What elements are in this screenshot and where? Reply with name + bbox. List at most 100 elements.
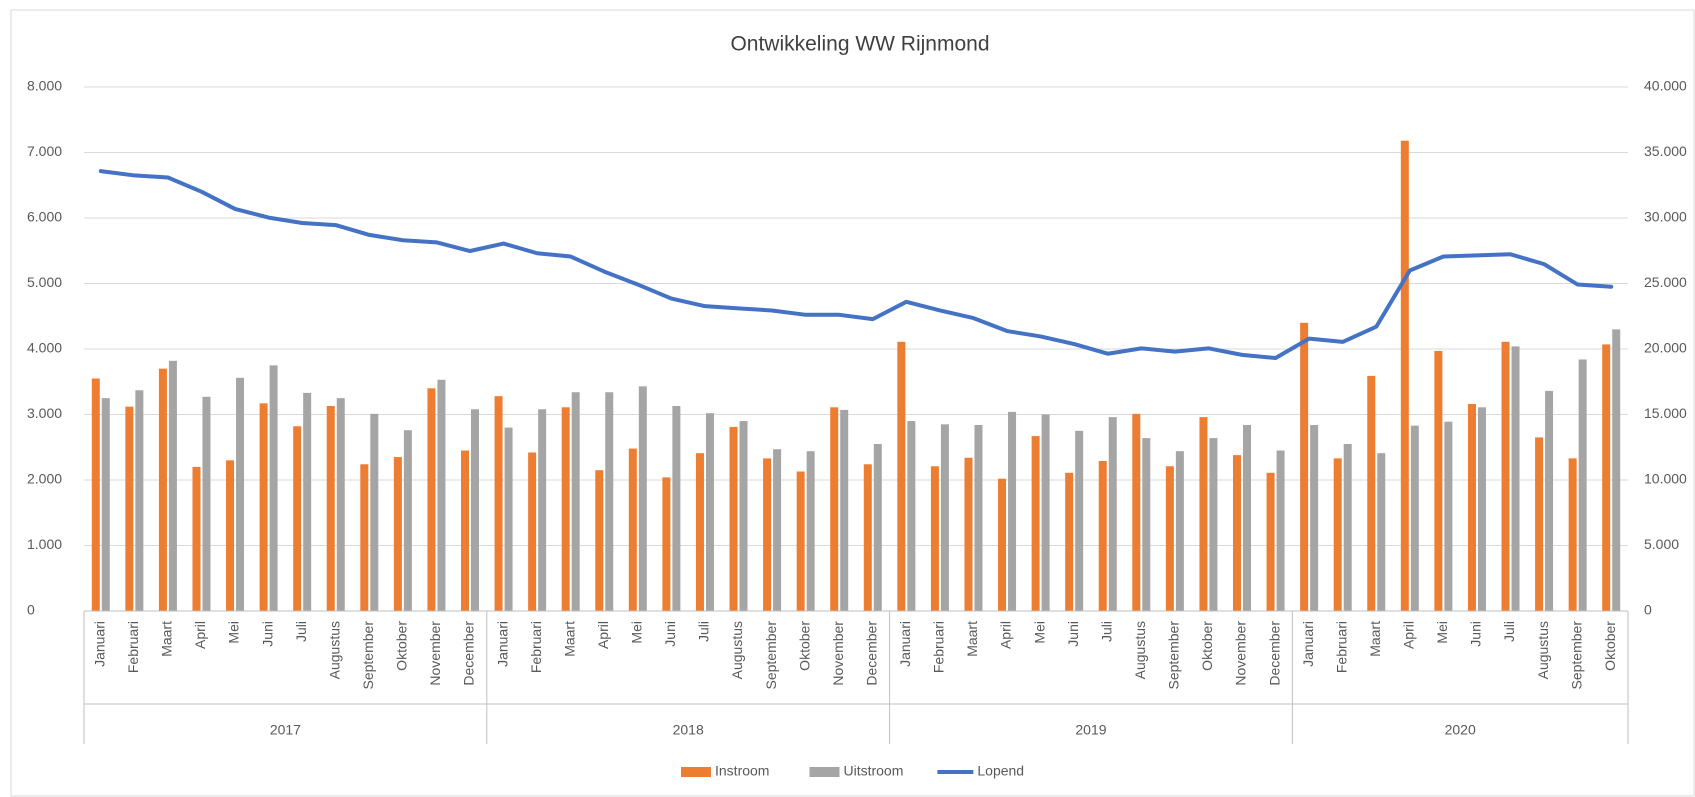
bar xyxy=(695,453,704,611)
legend-label: Lopend xyxy=(977,763,1024,779)
bar xyxy=(326,405,335,611)
x-tick-label: Augustus xyxy=(1535,621,1551,679)
y2-tick-label: 40.000 xyxy=(1644,78,1687,94)
y-tick-label: 8.000 xyxy=(27,78,62,94)
bar xyxy=(1511,346,1520,611)
chart-border xyxy=(10,9,1695,797)
bar xyxy=(1410,425,1419,611)
bar xyxy=(840,409,849,611)
x-tick-label: December xyxy=(461,621,477,686)
bar xyxy=(1276,450,1285,611)
legend-label: Uitstroom xyxy=(843,763,903,779)
bar xyxy=(974,424,983,611)
bar xyxy=(504,427,513,611)
x-tick-label: Juli xyxy=(293,621,309,642)
bar xyxy=(763,458,772,611)
x-tick-label: April xyxy=(1401,621,1417,649)
bar xyxy=(1209,438,1218,611)
x-tick-label: November xyxy=(830,621,846,686)
bar xyxy=(1367,375,1376,611)
bar xyxy=(907,421,916,611)
x-tick-label: Juni xyxy=(1065,621,1081,647)
x-tick-label: Juni xyxy=(1468,621,1484,647)
bar xyxy=(638,386,647,611)
bar xyxy=(998,478,1007,611)
bar xyxy=(461,450,469,611)
x-group-label: 2020 xyxy=(1445,722,1476,738)
bar xyxy=(403,430,412,611)
x-tick-label: Januari xyxy=(1300,621,1316,667)
bar xyxy=(773,449,782,611)
y2-tick-label: 35.000 xyxy=(1644,143,1687,159)
bar xyxy=(705,413,714,611)
bar xyxy=(125,406,134,611)
bar xyxy=(1008,411,1017,611)
x-group-label: 2017 xyxy=(270,722,301,738)
x-tick-label: Maart xyxy=(964,621,980,657)
x-tick-label: Maart xyxy=(561,621,577,657)
bar xyxy=(437,379,446,611)
bar xyxy=(1602,344,1611,611)
bar xyxy=(561,407,570,611)
bar xyxy=(1199,417,1208,611)
bar xyxy=(1568,458,1577,611)
bar xyxy=(1501,341,1510,611)
x-tick-label: November xyxy=(427,621,443,686)
bar xyxy=(303,392,312,611)
bar xyxy=(471,409,479,611)
x-tick-label: Maart xyxy=(1367,621,1383,657)
x-tick-label: Mei xyxy=(1434,621,1450,644)
bar xyxy=(226,460,235,611)
bar xyxy=(1266,472,1275,611)
bar xyxy=(1098,461,1107,611)
bar xyxy=(360,464,369,611)
x-tick-label: April xyxy=(192,621,208,649)
bar xyxy=(1545,390,1554,611)
bar xyxy=(964,457,973,611)
x-tick-label: Juni xyxy=(259,621,275,647)
bar xyxy=(336,398,345,611)
bar xyxy=(830,407,839,611)
bar xyxy=(538,409,547,611)
legend-swatch xyxy=(681,767,711,777)
x-tick-label: Oktober xyxy=(394,621,410,671)
bar xyxy=(628,448,637,611)
bar xyxy=(1578,359,1587,611)
legend-label: Instroom xyxy=(715,763,769,779)
x-tick-label: September xyxy=(763,621,779,690)
bar xyxy=(135,390,144,611)
bar xyxy=(1075,430,1084,611)
bar xyxy=(1343,443,1352,611)
bar xyxy=(293,426,302,611)
bar xyxy=(1444,421,1453,611)
bar xyxy=(897,341,906,611)
y-tick-label: 1.000 xyxy=(27,536,62,552)
x-tick-label: September xyxy=(360,621,376,690)
y2-tick-label: 30.000 xyxy=(1644,209,1687,225)
bar xyxy=(202,396,211,611)
x-tick-label: Mei xyxy=(226,621,242,644)
x-tick-label: Augustus xyxy=(326,621,342,679)
bar xyxy=(662,477,671,611)
bar xyxy=(605,392,614,611)
line xyxy=(98,169,1614,361)
bar xyxy=(236,377,245,611)
bar xyxy=(370,413,379,611)
y-tick-label: 7.000 xyxy=(27,143,62,159)
y-tick-label: 3.000 xyxy=(27,405,62,421)
bar xyxy=(192,466,201,611)
bar xyxy=(571,392,580,611)
bar xyxy=(1612,329,1621,611)
bar xyxy=(168,360,177,611)
x-tick-label: Juli xyxy=(1098,621,1114,642)
y-tick-label: 0 xyxy=(27,602,35,618)
bar xyxy=(1434,350,1443,611)
x-tick-label: Oktober xyxy=(1602,621,1618,671)
bar xyxy=(1108,417,1117,611)
x-tick-label: Juli xyxy=(696,621,712,642)
bar xyxy=(1041,414,1050,611)
bar xyxy=(528,452,537,611)
x-tick-label: Februari xyxy=(125,621,141,673)
y-tick-label: 4.000 xyxy=(27,340,62,356)
